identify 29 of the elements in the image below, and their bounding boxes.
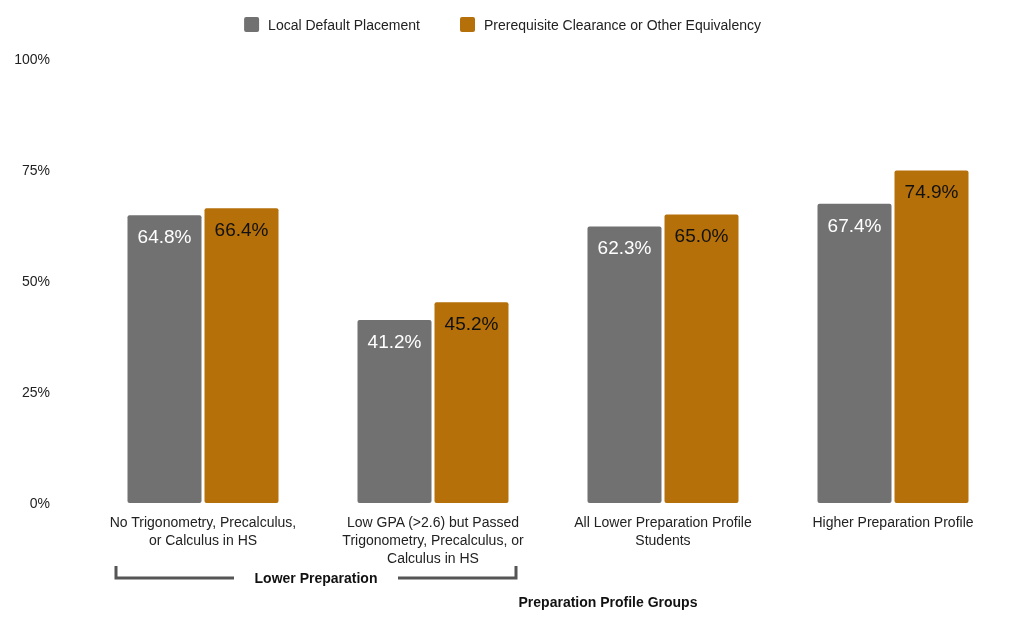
x-tick-label: Higher Preparation Profile bbox=[812, 514, 974, 530]
text: Lower Preparation bbox=[254, 569, 378, 586]
bar bbox=[664, 214, 739, 503]
data-label: 64.8% bbox=[137, 226, 192, 248]
data-label: 66.4% bbox=[214, 219, 269, 241]
x-tick-label: No Trigonometry, Precalculus, or Calculus in HS bbox=[109, 514, 297, 548]
y-tick-label: 50% bbox=[21, 272, 50, 289]
bar bbox=[817, 203, 892, 503]
y-tick-label: 75% bbox=[21, 161, 50, 178]
data-label: 41.2% bbox=[367, 331, 422, 353]
data-label: 74.9% bbox=[904, 181, 959, 203]
bar bbox=[357, 320, 432, 503]
y-tick-label: 25% bbox=[21, 383, 50, 400]
x-tick-label: Low GPA (>2.6) but Passed Trigonometry, Precalculus, or Calculus in HS bbox=[342, 514, 524, 566]
y-tick-label: 0% bbox=[29, 494, 50, 511]
x-axis-title: Preparation Profile Groups bbox=[518, 594, 698, 610]
x-tick-label: All Lower Preparation Profile Students bbox=[574, 514, 752, 548]
y-tick-label: 100% bbox=[14, 50, 50, 67]
data-label: 67.4% bbox=[827, 214, 882, 236]
data-label: 62.3% bbox=[597, 237, 652, 259]
bar bbox=[204, 208, 279, 503]
bar bbox=[434, 302, 509, 503]
legend-label: Local Default Placement bbox=[268, 16, 420, 33]
legend-label: Prerequisite Clearance or Other Equivalency bbox=[484, 16, 762, 33]
data-label: 65.0% bbox=[674, 225, 729, 247]
bar bbox=[587, 226, 662, 503]
data-label: 45.2% bbox=[444, 313, 499, 335]
bar bbox=[127, 215, 202, 503]
bar bbox=[894, 170, 969, 503]
